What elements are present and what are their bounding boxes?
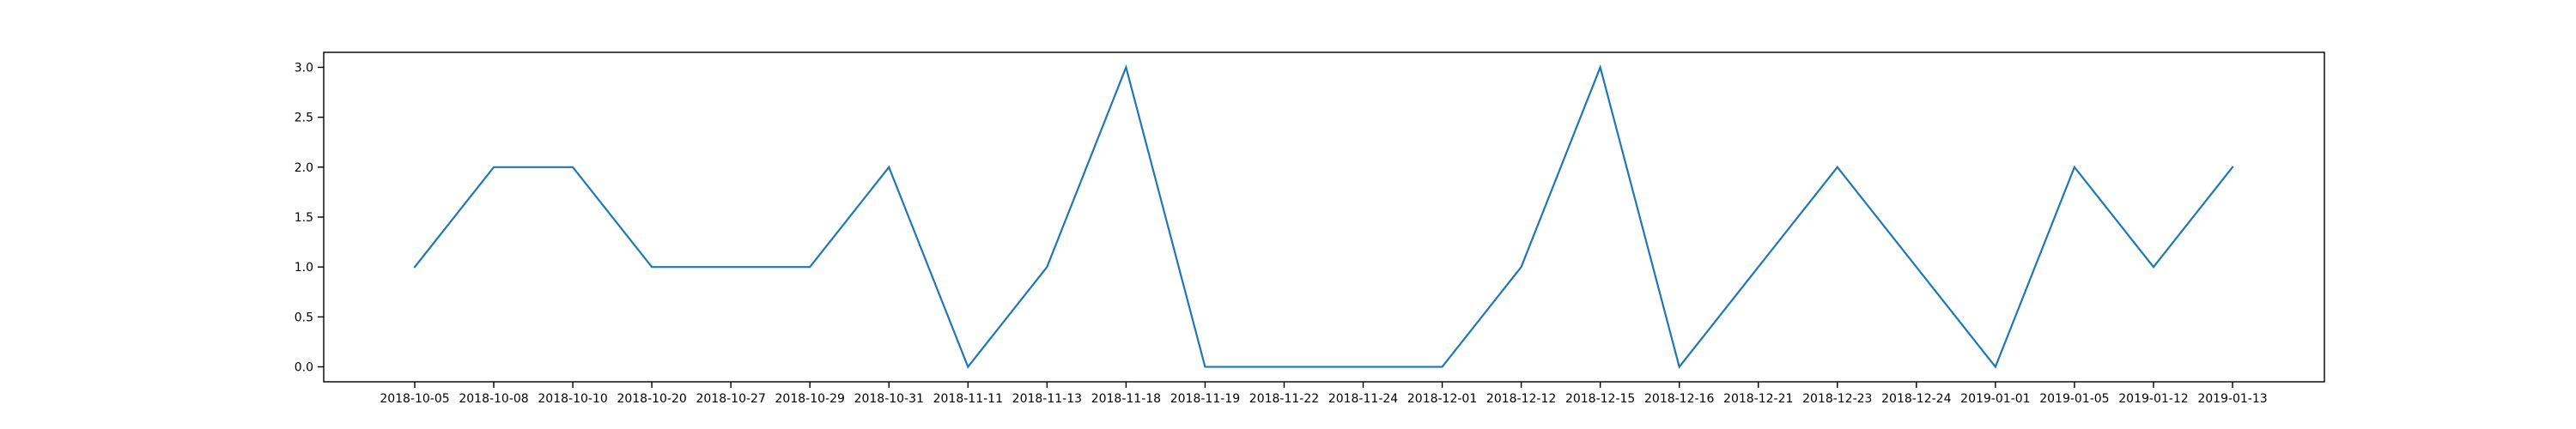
x-tick-label: 2018-12-21 [1723, 392, 1793, 406]
x-tick-label: 2018-10-27 [696, 392, 765, 406]
x-tick-label: 2018-11-22 [1249, 392, 1319, 406]
x-tick-label: 2019-01-12 [2118, 392, 2188, 406]
x-tick-label: 2018-10-20 [617, 392, 686, 406]
x-tick-label: 2018-10-10 [538, 392, 607, 406]
x-tick-label: 2018-11-24 [1328, 392, 1398, 406]
x-tick-label: 2019-01-01 [1960, 392, 2030, 406]
y-tick-label: 2.0 [295, 161, 313, 175]
x-tick-label: 2018-11-11 [933, 392, 1003, 406]
x-tick-label: 2019-01-05 [2039, 392, 2109, 406]
x-tick-label: 2018-11-13 [1012, 392, 1082, 406]
x-tick-label: 2018-11-19 [1170, 392, 1240, 406]
plot-area [323, 51, 2325, 383]
x-tick-label: 2018-12-01 [1407, 392, 1477, 406]
y-tick-label: 1.5 [295, 211, 313, 225]
x-tick-label: 2018-12-24 [1881, 392, 1951, 406]
y-tick-label: 2.5 [295, 112, 313, 125]
x-tick-label: 2018-10-05 [380, 392, 449, 406]
x-tick-label: 2019-01-13 [2197, 392, 2267, 406]
plot-frame [323, 51, 2325, 383]
y-tick-label: 0.0 [295, 361, 313, 375]
y-tick-label: 0.5 [295, 311, 313, 324]
x-tick-label: 2018-10-29 [775, 392, 845, 406]
y-tick-label: 1.0 [295, 261, 313, 275]
series-line-0 [413, 63, 2234, 369]
x-tick-label: 2018-12-16 [1644, 392, 1714, 406]
x-tick-label: 2018-12-12 [1486, 392, 1556, 406]
x-tick-label: 2018-12-15 [1565, 392, 1635, 406]
series-layer [413, 63, 2234, 369]
x-tick-label: 2018-12-23 [1802, 392, 1872, 406]
y-axis: 0.0 0.5 1.0 1.5 2.0 2.5 3.0 [295, 61, 324, 375]
y-tick-label: 3.0 [295, 61, 313, 75]
x-axis: 2018-10-05 2018-10-08 2018-10-10 2018-10-20… [380, 382, 2268, 406]
x-tick-label: 2018-10-31 [854, 392, 924, 406]
x-tick-label: 2018-10-08 [459, 392, 528, 406]
x-tick-label: 2018-11-18 [1091, 392, 1161, 406]
